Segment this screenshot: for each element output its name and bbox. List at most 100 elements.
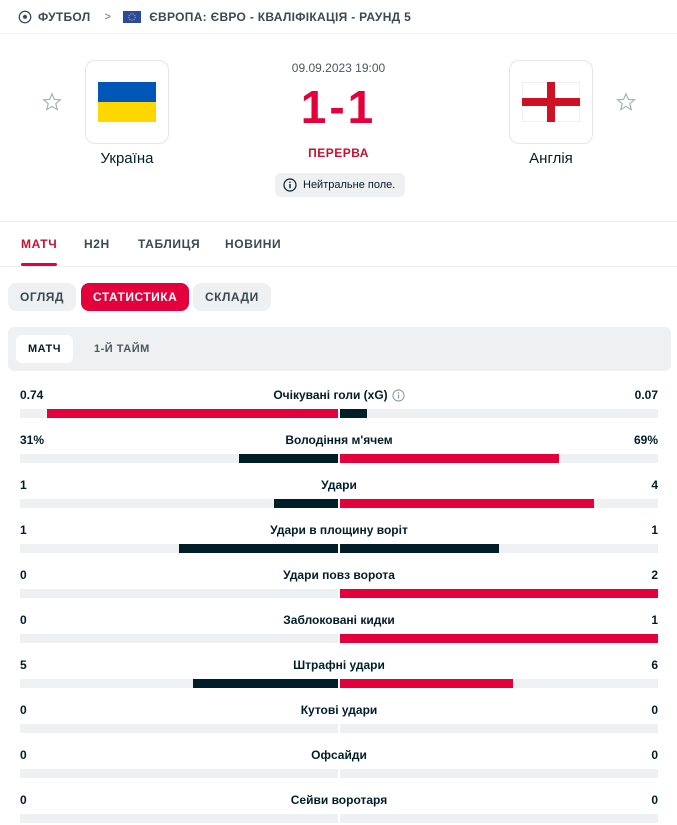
period-switch: МАТЧ 1-Й ТАЙМ (8, 327, 671, 371)
stat-home-bar-track (20, 769, 338, 778)
stat-away-bar-track (340, 814, 658, 823)
chevron-right-icon: > (104, 10, 112, 23)
breadcrumb: ФУТБОЛ > ЄВРОПА: ЄВРО - КВАЛІФІКАЦІЯ - Р… (0, 0, 677, 34)
stat-away-value: 0 (651, 703, 658, 717)
match-score: 1-1 (300, 81, 377, 133)
stat-category: Кутові удари (20, 702, 658, 718)
stat-away-bar (340, 409, 368, 418)
stat-category: Удари (20, 477, 658, 493)
stat-away-value: 1 (651, 523, 658, 537)
stat-away-bar-track (340, 724, 658, 733)
stat-category-label: Офсайди (311, 748, 367, 762)
stat-row-free-kicks: 5 Штрафні удари 6 (20, 657, 658, 702)
stat-category-label: Удари (321, 478, 357, 492)
stat-away-bar (340, 634, 658, 643)
stat-away-value: 0 (651, 793, 658, 807)
stat-category-label: Заблоковані кидки (283, 613, 395, 627)
stat-row-goalkeeper-saves: 0 Сейви воротаря 0 (20, 792, 658, 825)
stat-row-offsides: 0 Офсайди 0 (20, 747, 658, 792)
stat-away-value: 0.07 (634, 388, 658, 402)
stat-home-bar (179, 544, 338, 553)
favorite-star-icon-home[interactable] (42, 92, 62, 112)
football-icon (18, 10, 32, 23)
tab-table[interactable]: ТАБЛИЦЯ (138, 237, 201, 251)
breadcrumb-sport[interactable]: ФУТБОЛ (38, 9, 91, 24)
stat-home-value: 0 (20, 748, 27, 762)
stat-home-bar-track (20, 499, 338, 508)
stat-away-bar (340, 454, 560, 463)
subtab-lineups[interactable]: СКЛАДИ (193, 283, 271, 311)
tab-news[interactable]: НОВИНИ (225, 237, 282, 251)
favorite-star-icon-away[interactable] (616, 92, 636, 112)
stat-away-bar-track (340, 634, 658, 643)
stat-category-label: Кутові удари (300, 703, 378, 717)
stat-away-value: 69% (633, 433, 658, 447)
stat-category-label: Сейви воротаря (290, 793, 388, 807)
stat-away-bar-track (340, 544, 658, 553)
match-tabs: МАТЧ H2H ТАБЛИЦЯ НОВИНИ (0, 221, 677, 267)
stat-row-possession: 31% Володіння м'ячем 69% (20, 432, 658, 477)
england-flag-icon (522, 82, 580, 122)
stat-home-bar-track (20, 544, 338, 553)
stat-home-bar (239, 454, 338, 463)
home-team-logo[interactable] (85, 60, 169, 144)
stat-away-value: 2 (651, 568, 658, 582)
stat-home-bar-track (20, 634, 338, 643)
stat-away-bar-track (340, 499, 658, 508)
stat-home-value: 0 (20, 793, 27, 807)
stat-row-xg: 0.74 Очікувані голи (xG) 0.07 (20, 387, 658, 432)
venue-info-badge: Нейтральне поле. (275, 173, 406, 197)
stat-category: Штрафні удари (20, 657, 658, 673)
info-icon (283, 178, 297, 192)
stat-away-value: 4 (651, 478, 658, 492)
subtab-overview[interactable]: ОГЛЯД (8, 283, 76, 311)
away-team-name[interactable]: Англія (529, 150, 573, 167)
stat-category: Володіння м'ячем (20, 432, 658, 448)
stat-home-bar (274, 499, 338, 508)
stat-home-bar-track (20, 724, 338, 733)
stat-home-bar (47, 409, 338, 418)
stat-away-bar-track (340, 409, 658, 418)
stat-away-bar-track (340, 769, 658, 778)
tab-match[interactable]: МАТЧ (21, 222, 58, 266)
stat-category: Офсайди (20, 747, 658, 763)
home-team-name[interactable]: Україна (100, 150, 154, 167)
stat-category-label: Володіння м'ячем (285, 433, 393, 447)
stat-category-label: Удари в площину воріт (270, 523, 408, 537)
stat-row-blocked-shots: 0 Заблоковані кидки 1 (20, 612, 658, 657)
stat-home-bar-track (20, 589, 338, 598)
stat-home-bar-track (20, 679, 338, 688)
tab-h2h[interactable]: H2H (84, 237, 110, 251)
stat-home-bar-track (20, 454, 338, 463)
subtab-statistics[interactable]: СТАТИСТИКА (81, 283, 190, 311)
stat-away-bar (340, 544, 499, 553)
stat-away-value: 6 (651, 658, 658, 672)
info-icon[interactable] (392, 388, 405, 402)
europe-flag-icon (123, 10, 142, 23)
stat-row-shots-off-target: 0 Удари повз ворота 2 (20, 567, 658, 612)
away-team-logo[interactable] (509, 60, 593, 144)
period-first-half[interactable]: 1-Й ТАЙМ (94, 343, 150, 355)
stat-home-value: 0 (20, 613, 27, 627)
stat-away-bar (340, 679, 514, 688)
stat-home-bar-track (20, 814, 338, 823)
stat-category-label: Штрафні удари (293, 658, 385, 672)
stat-category: Сейви воротаря (20, 792, 658, 808)
stat-home-value: 0 (20, 703, 27, 717)
stat-category: Заблоковані кидки (20, 612, 658, 628)
period-match[interactable]: МАТЧ (16, 335, 74, 363)
stat-away-bar (340, 499, 595, 508)
stat-away-bar (340, 589, 658, 598)
match-datetime: 09.09.2023 19:00 (291, 61, 386, 75)
stat-category: Удари повз ворота (20, 567, 658, 583)
stat-home-value: 1 (20, 478, 27, 492)
stat-home-bar-track (20, 409, 338, 418)
stat-home-value: 31% (20, 433, 45, 447)
stat-category-label: Удари повз ворота (283, 568, 395, 582)
match-status: ПЕРЕРВА (308, 146, 369, 160)
stat-category-label: Очікувані голи (xG) (273, 388, 388, 402)
stat-away-bar-track (340, 454, 658, 463)
breadcrumb-competition[interactable]: ЄВРОПА: ЄВРО - КВАЛІФІКАЦІЯ - РАУНД 5 (149, 9, 412, 24)
stat-away-bar-track (340, 679, 658, 688)
venue-info-text: Нейтральне поле. (303, 179, 396, 191)
